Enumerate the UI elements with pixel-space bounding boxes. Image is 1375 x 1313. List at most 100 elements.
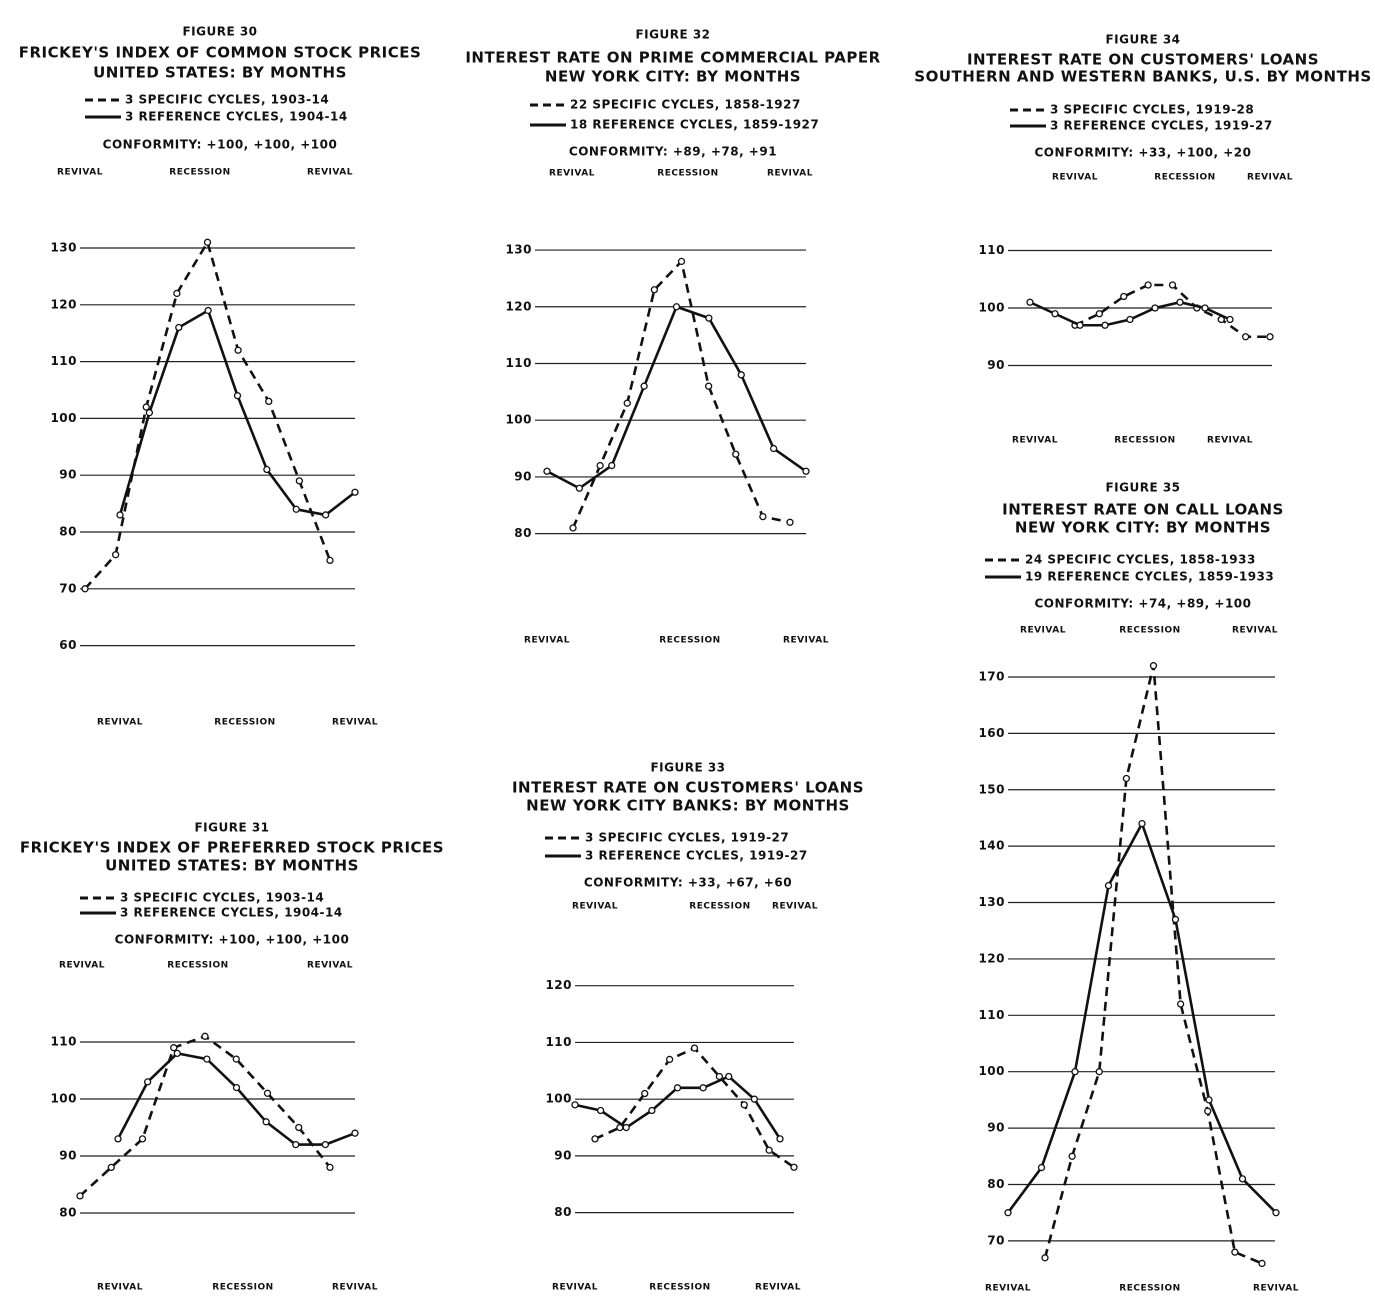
y-tick-label: 160 [978,726,1005,740]
data-point [640,382,648,390]
data-point [292,1140,300,1149]
phase-label: RECESSION [657,169,718,179]
data-point [699,1084,707,1092]
y-tick-label: 80 [514,526,532,540]
legend-entry: 19 REFERENCE CYCLES, 1859-1933 [1025,570,1274,584]
legend-entry: 3 SPECIFIC CYCLES, 1903-14 [125,93,329,107]
data-point [596,1106,605,1115]
data-point [623,399,631,407]
phase-label: REVIVAL [552,1283,598,1293]
data-point [1095,310,1104,318]
data-point [673,1084,682,1092]
chart-subtitle: SOUTHERN AND WESTERN BANKS, U.S. BY MONT… [914,68,1371,86]
y-tick-label: 90 [554,1148,572,1162]
phase-label: REVIVAL [1253,1284,1299,1294]
legend-entry: 3 SPECIFIC CYCLES, 1903-14 [120,891,324,905]
phase-label: REVIVAL [572,902,618,912]
phase-label: REVIVAL [783,636,829,646]
phase-label: REVIVAL [1020,626,1066,636]
phase-label: REVIVAL [97,1283,143,1293]
phase-label: RECESSION [649,1283,710,1293]
data-point [765,1146,773,1154]
phase-label: REVIVAL [985,1284,1031,1294]
data-point [263,1089,272,1097]
y-tick-label: 110 [978,1008,1005,1022]
y-tick-label: 130 [505,243,532,257]
data-point [648,1106,656,1115]
y-tick-label: 70 [59,581,77,595]
data-point [204,306,212,315]
data-point [1226,315,1234,324]
data-point [575,484,584,492]
data-point [1258,1259,1266,1268]
y-tick-label: 90 [514,469,532,483]
phase-label: REVIVAL [59,961,105,971]
data-point [543,467,551,475]
data-point [232,1083,241,1092]
y-tick-label: 100 [545,1092,572,1106]
data-point [725,1072,733,1081]
phase-label: REVIVAL [772,902,818,912]
data-point [232,1055,240,1063]
phase-label: REVIVAL [767,169,813,179]
phase-label: RECESSION [167,961,228,971]
phase-label: RECESSION [689,902,750,912]
data-point [1144,281,1152,289]
data-point [1238,1175,1247,1183]
legend-entry: 3 REFERENCE CYCLES, 1904-14 [120,906,343,920]
phase-label: REVIVAL [755,1283,801,1293]
y-tick-label: 110 [505,356,532,370]
y-tick-label: 100 [505,413,532,427]
chart-subtitle: NEW YORK CITY BANKS: BY MONTHS [526,797,850,815]
data-point [1051,310,1059,318]
phase-label: RECESSION [1114,436,1175,446]
data-point [1272,1209,1280,1217]
data-point [665,1055,674,1064]
y-tick-label: 80 [59,1206,77,1220]
data-point [759,512,767,521]
data-point [1151,304,1159,312]
data-point [704,382,713,390]
phase-label: RECESSION [212,1283,273,1293]
chart-subtitle: UNITED STATES: BY MONTHS [105,857,359,875]
phase-label: REVIVAL [57,168,103,178]
data-point [203,1055,211,1063]
chart-title: INTEREST RATE ON CUSTOMERS' LOANS [967,51,1319,69]
data-point [1104,881,1113,890]
chart-title: INTEREST RATE ON CUSTOMERS' LOANS [512,779,864,797]
phase-label: REVIVAL [97,718,143,728]
phase-label: REVIVAL [332,718,378,728]
data-point [81,585,89,593]
y-tick-label: 70 [987,1233,1005,1247]
y-tick-label: 90 [59,468,77,482]
data-point [705,314,713,322]
y-tick-label: 90 [59,1149,77,1163]
data-point [1205,1096,1213,1104]
data-point [650,286,659,294]
data-point [1037,1163,1046,1172]
y-tick-label: 100 [978,1064,1005,1078]
data-point [1041,1254,1049,1262]
data-point [1071,1068,1079,1076]
data-point [641,1089,649,1098]
phase-label: REVIVAL [1012,436,1058,446]
chart-title: INTEREST RATE ON PRIME COMMERCIAL PAPER [465,49,880,67]
phase-label: REVIVAL [549,169,595,179]
phase-label: REVIVAL [332,1283,378,1293]
figure-number: FIGURE 30 [182,25,257,39]
data-point [776,1135,784,1143]
data-point [107,1163,115,1172]
data-point [263,465,271,474]
data-point [326,1163,334,1172]
phase-label: REVIVAL [1207,436,1253,446]
y-tick-label: 120 [50,297,77,311]
data-point [677,257,686,266]
y-tick-label: 110 [978,243,1005,257]
y-tick-label: 140 [978,839,1005,853]
y-tick-label: 90 [987,1121,1005,1135]
chart-title: FRICKEY'S INDEX OF COMMON STOCK PRICES [19,44,422,62]
phase-label: RECESSION [214,718,275,728]
data-point [145,409,154,417]
y-tick-label: 170 [978,669,1005,683]
data-point [596,461,604,470]
